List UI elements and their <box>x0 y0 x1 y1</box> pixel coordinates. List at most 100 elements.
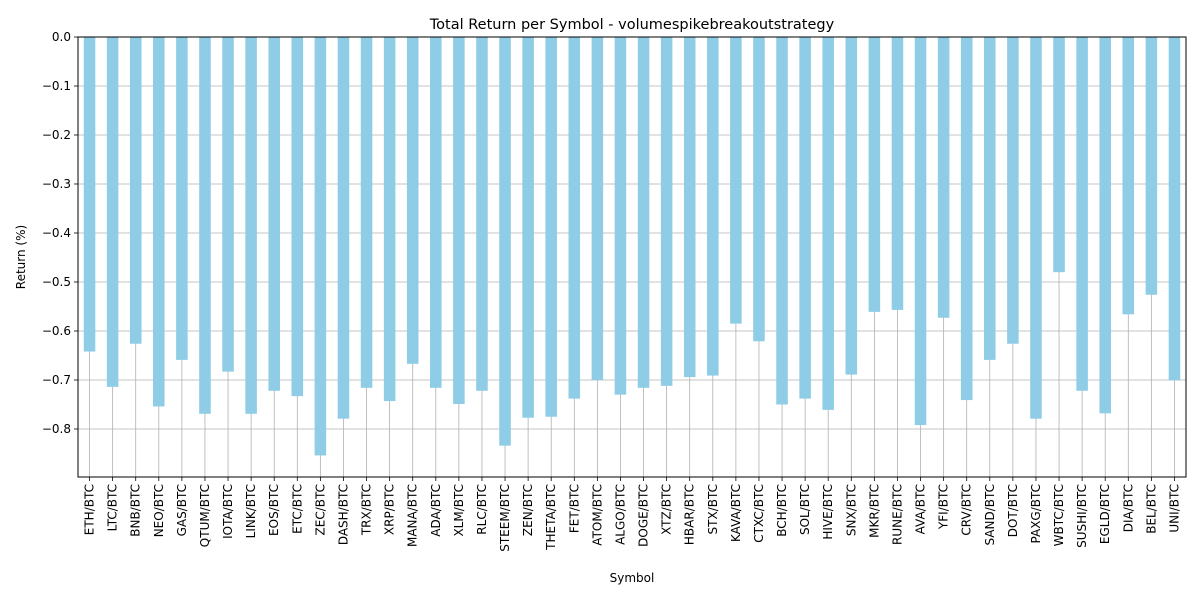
bar-uni-btc <box>1168 37 1181 381</box>
x-tick-label: XRP/BTC <box>383 484 397 535</box>
bar-ava-btc <box>914 37 927 426</box>
bar-neo-btc <box>153 37 165 407</box>
x-tick-label: UNI/BTC <box>1167 484 1181 533</box>
bar-hbar-btc <box>683 37 696 378</box>
x-tick-label: KAVA/BTC <box>729 484 743 542</box>
bar-iota-btc <box>222 37 234 372</box>
y-axis-ticks: 0.0 −0.1 −0.2 −0.3 −0.4 −0.5 −0.6 −0.7 −0.8 <box>42 30 78 436</box>
bar-bch-btc <box>776 37 788 405</box>
x-tick-label: NEO/BTC <box>152 484 166 537</box>
bar-hive-btc <box>822 37 834 410</box>
x-tick-label: RLC/BTC <box>475 484 489 535</box>
y-axis-label: Return (%) <box>14 225 28 289</box>
y-tick-label: −0.7 <box>42 373 71 387</box>
x-tick-label: QTUM/BTC <box>198 484 212 547</box>
bar-mana-btc <box>406 37 419 364</box>
bar-link-btc <box>245 37 257 414</box>
x-tick-label: DOT/BTC <box>1006 484 1020 537</box>
x-tick-label: LTC/BTC <box>106 484 120 531</box>
x-tick-label: TRX/BTC <box>360 484 374 536</box>
bar-dash-btc <box>337 37 350 419</box>
bar-gas-btc <box>176 37 188 360</box>
bar-rlc-btc <box>476 37 488 391</box>
bar-ltc-btc <box>106 37 119 387</box>
bar-eos-btc <box>268 37 280 391</box>
y-tick-label: −0.1 <box>42 79 71 93</box>
x-tick-label: SOL/BTC <box>798 484 812 535</box>
bar-wbtc-btc <box>1053 37 1065 273</box>
bar-xrp-btc <box>383 37 396 402</box>
bar-sol-btc <box>799 37 811 399</box>
bars-layer <box>83 37 1181 456</box>
x-tick-label: BEL/BTC <box>1144 484 1158 534</box>
x-tick-label: MANA/BTC <box>406 484 420 547</box>
x-tick-label: ETH/BTC <box>83 484 97 535</box>
bar-crv-btc <box>960 37 973 401</box>
x-tick-label: AVA/BTC <box>914 484 928 534</box>
x-tick-label: CTXC/BTC <box>752 484 766 543</box>
x-tick-label: ATOM/BTC <box>590 484 604 546</box>
x-tick-label: RUNE/BTC <box>890 484 904 545</box>
bar-sand-btc <box>984 37 996 360</box>
bar-xtz-btc <box>660 37 673 386</box>
bar-ada-btc <box>430 37 442 388</box>
x-tick-label: PAXG/BTC <box>1029 484 1043 543</box>
x-tick-label: FET/BTC <box>567 484 581 533</box>
bar-algo-btc <box>614 37 627 395</box>
bar-xlm-btc <box>453 37 465 404</box>
x-tick-label: GAS/BTC <box>175 484 189 536</box>
x-tick-label: HBAR/BTC <box>683 484 697 545</box>
x-tick-label: XTZ/BTC <box>660 484 674 535</box>
x-tick-label: EGLD/BTC <box>1098 484 1112 544</box>
bar-zen-btc <box>522 37 534 418</box>
plot-frame <box>77 36 1187 478</box>
y-tick-label: −0.6 <box>42 324 71 338</box>
x-tick-label: DOGE/BTC <box>637 484 651 547</box>
x-tick-label: IOTA/BTC <box>221 484 235 539</box>
bar-egld-btc <box>1099 37 1111 414</box>
bar-dia-btc <box>1122 37 1135 315</box>
x-tick-label: XLM/BTC <box>452 484 466 537</box>
x-axis-ticks: ETH/BTC LTC/BTC BNB/BTC NEO/BTC GAS/BTC QTUM/… <box>83 477 1181 552</box>
bar-snx-btc <box>845 37 858 375</box>
bar-atom-btc <box>591 37 604 380</box>
x-tick-label: MKR/BTC <box>867 484 881 538</box>
x-tick-label: HIVE/BTC <box>821 484 835 540</box>
x-tick-label: DIA/BTC <box>1121 484 1135 532</box>
bar-bel-btc <box>1145 37 1158 295</box>
x-tick-label: YFI/BTC <box>937 484 951 530</box>
x-tick-label: ETC/BTC <box>290 484 304 534</box>
bar-stx-btc <box>707 37 719 376</box>
y-tick-label: −0.8 <box>42 422 71 436</box>
x-tick-label: EOS/BTC <box>267 484 281 536</box>
y-tick-label: 0.0 <box>52 30 71 44</box>
x-tick-label: CRV/BTC <box>960 484 974 536</box>
chart-title: Total Return per Symbol - volumespikebre… <box>429 17 835 33</box>
bar-qtum-btc <box>199 37 211 414</box>
bar-rune-btc <box>891 37 904 310</box>
x-tick-label: ZEN/BTC <box>521 484 535 536</box>
grid-layer <box>78 36 1186 477</box>
bar-theta-btc <box>545 37 557 417</box>
x-tick-label: WBTC/BTC <box>1052 484 1066 546</box>
bar-zec-btc <box>314 37 327 456</box>
x-tick-label: SAND/BTC <box>983 484 997 546</box>
y-tick-label: −0.3 <box>42 177 71 191</box>
x-tick-label: THETA/BTC <box>544 484 558 551</box>
y-tick-label: −0.4 <box>42 226 71 240</box>
bar-sushi-btc <box>1076 37 1088 391</box>
x-tick-label: BNB/BTC <box>129 484 143 537</box>
bar-doge-btc <box>637 37 650 388</box>
x-tick-label: ZEC/BTC <box>313 484 327 535</box>
y-tick-label: −0.2 <box>42 128 71 142</box>
x-tick-label: ALGO/BTC <box>613 484 627 545</box>
x-tick-label: BCH/BTC <box>775 484 789 537</box>
bar-eth-btc <box>83 37 96 352</box>
x-tick-label: SUSHI/BTC <box>1075 484 1089 548</box>
bar-yfi-btc <box>937 37 950 318</box>
bar-bnb-btc <box>129 37 142 344</box>
x-axis-label: Symbol <box>610 571 655 585</box>
bar-kava-btc <box>730 37 742 324</box>
bar-trx-btc <box>360 37 373 388</box>
